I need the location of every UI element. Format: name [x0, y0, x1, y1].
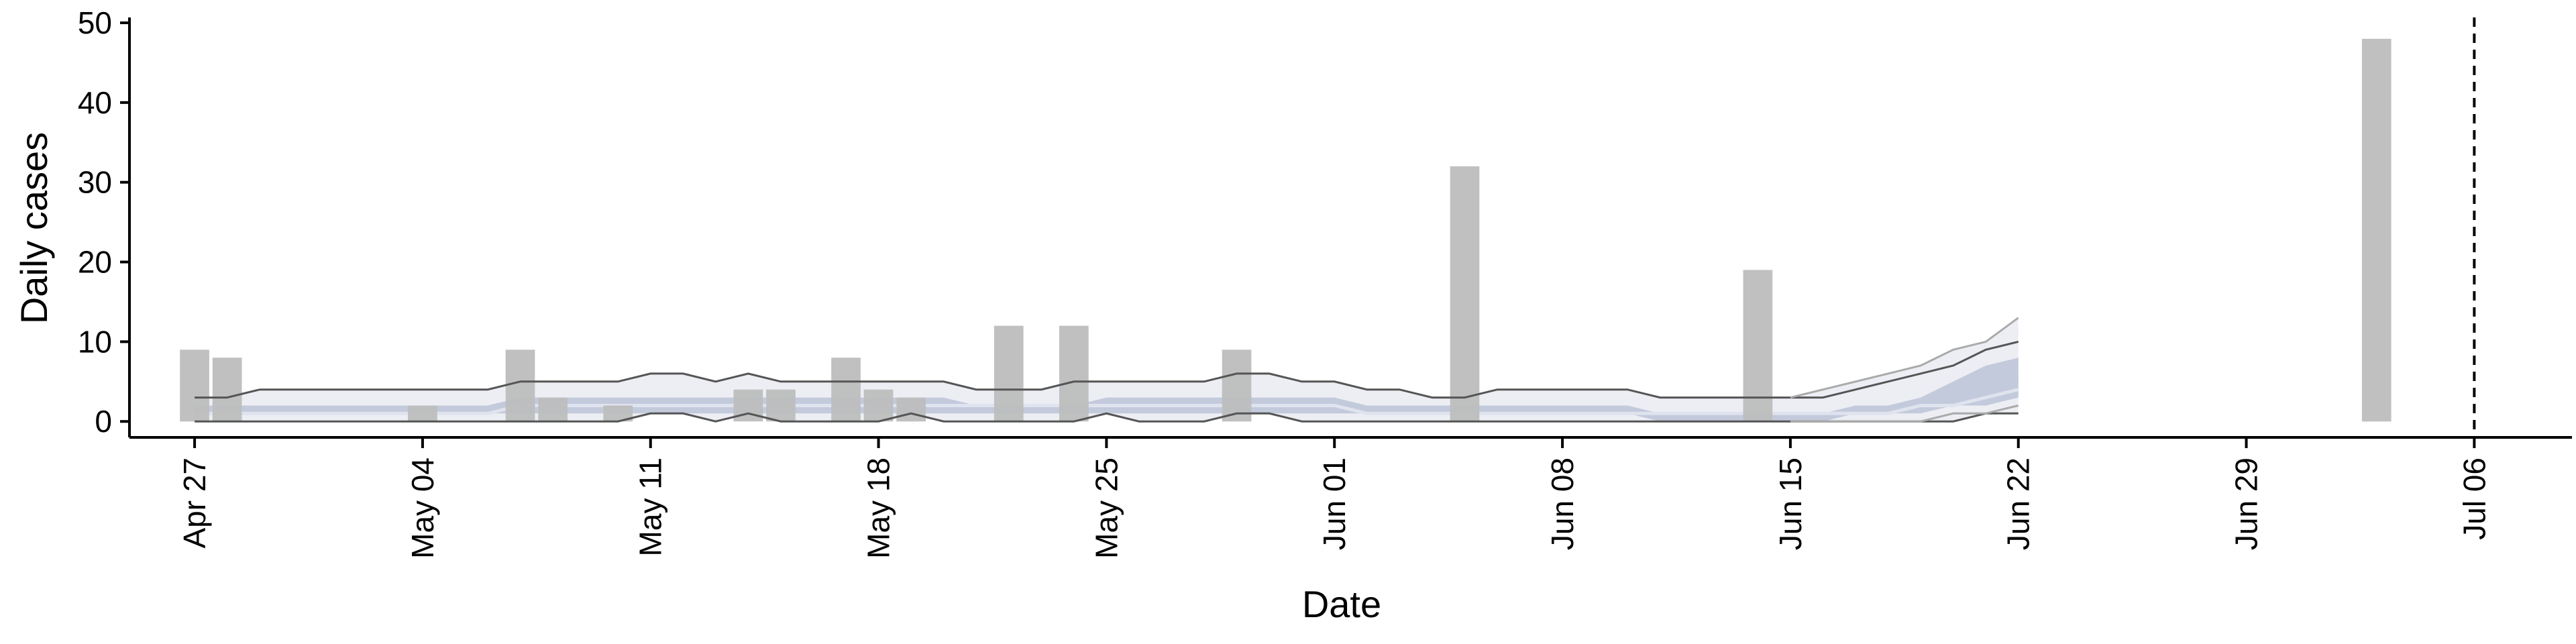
- case-bar: [180, 350, 209, 422]
- y-tick-label: 50: [78, 5, 112, 40]
- y-tick-label: 30: [78, 165, 112, 200]
- estimate-lower-line: [195, 412, 2019, 423]
- case-bar: [603, 405, 633, 422]
- case-bar: [1059, 325, 1089, 422]
- case-bar: [408, 405, 437, 422]
- x-tick-label: Jun 22: [2001, 458, 2036, 550]
- observed-case-bars: [180, 38, 2392, 422]
- x-tick-label: May 11: [633, 458, 668, 556]
- interval-lines: [195, 317, 2019, 423]
- case-bar: [538, 397, 568, 422]
- x-tick-label: Jun 08: [1545, 458, 1580, 550]
- estimate-band-50: [195, 373, 2019, 422]
- case-bar: [831, 358, 861, 422]
- case-bar: [994, 325, 1024, 422]
- case-bar: [1450, 166, 1480, 422]
- case-bar: [766, 389, 796, 422]
- x-tick-label: Jun 01: [1317, 458, 1352, 550]
- x-axis-title: Date: [1302, 583, 1381, 625]
- x-tick-label: May 18: [861, 458, 896, 559]
- y-tick-label: 40: [78, 85, 112, 120]
- x-axis: Apr 27 May 04 May 11 May 18 May 25 Jun 01 Jun …: [129, 436, 2572, 559]
- forecast-upper-line: [1790, 317, 2019, 399]
- y-axis: 0 10 20 30 40 50: [78, 5, 131, 439]
- x-tick-label: May 25: [1089, 458, 1124, 559]
- x-tick-label: Jun 15: [1773, 458, 1808, 550]
- estimate-upper-line: [195, 340, 2019, 399]
- y-axis-title: Daily cases: [13, 132, 55, 324]
- y-tick-label: 0: [95, 404, 112, 439]
- x-tick-label: Apr 27: [177, 458, 212, 549]
- estimate-median-line: [195, 388, 2019, 415]
- forecast-lower-line: [1790, 405, 2019, 423]
- case-bar: [505, 350, 535, 422]
- x-tick-label: Jun 29: [2229, 458, 2264, 550]
- case-bar: [863, 389, 894, 422]
- case-bar: [212, 358, 242, 422]
- x-tick-label: Jul 06: [2457, 458, 2491, 540]
- case-bar: [1222, 350, 1252, 422]
- case-bar: [896, 397, 926, 422]
- y-tick-label: 20: [78, 245, 112, 280]
- x-tick-label: May 04: [405, 458, 440, 559]
- case-bar: [2361, 38, 2392, 422]
- y-tick-label: 10: [78, 324, 112, 359]
- case-bar: [1743, 270, 1773, 422]
